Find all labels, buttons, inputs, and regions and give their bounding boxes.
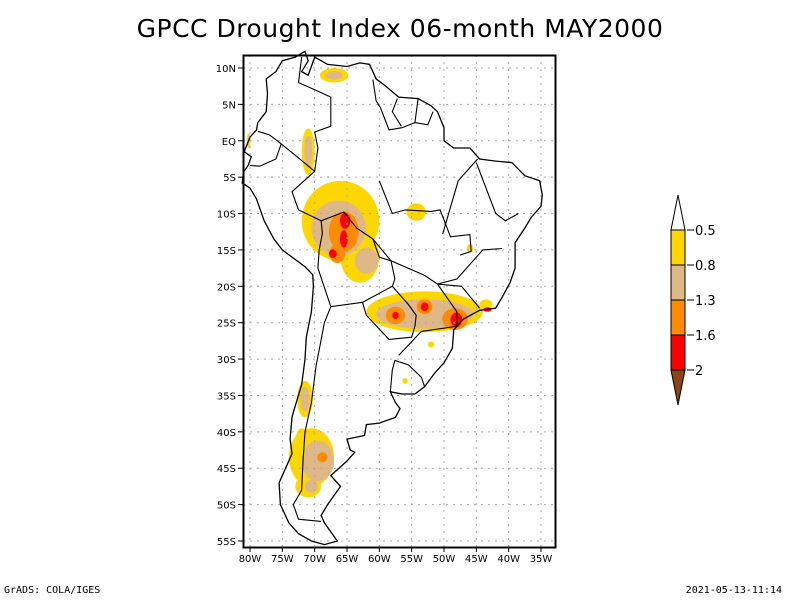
country-border [292, 306, 332, 522]
legend-label: 1.6 [695, 329, 716, 344]
lat-tick-label: 45S [217, 464, 236, 475]
lat-tick-label: 5S [223, 173, 236, 184]
country-border [372, 238, 481, 309]
country-border [378, 180, 472, 256]
country-border [398, 247, 503, 356]
drought-patch [402, 378, 408, 384]
legend-label: 1.3 [695, 294, 716, 309]
lon-tick-label: 75W [271, 554, 294, 565]
lat-tick-label: 55S [217, 537, 236, 548]
country-border [361, 285, 417, 340]
drought-patch [301, 440, 335, 482]
drought-patch [427, 341, 435, 348]
legend-label: 0.5 [695, 224, 716, 239]
legend-box [670, 299, 686, 336]
drought-patch [354, 247, 378, 274]
lat-tick-label: EQ [222, 137, 236, 148]
drought-patch [479, 299, 493, 310]
legend-arrow-bottom [670, 369, 686, 406]
lat-tick-label: 5N [222, 100, 236, 111]
lat-tick-label: 10N [216, 64, 236, 75]
country-border [442, 158, 479, 235]
legend-box [670, 334, 686, 371]
lon-tick-label: 60W [368, 554, 391, 565]
drought-patch [339, 212, 351, 229]
drought-patch [304, 479, 318, 493]
lon-tick-label: 35W [530, 554, 553, 565]
drought-patch [420, 302, 429, 312]
map-title: GPCC Drought Index 06-month MAY2000 [136, 14, 664, 43]
axis-ticks: 10N 5N EQ 5S 10S 15S 20S 25S 30S 35S 40S 45S 50S 55S8… [216, 64, 553, 565]
country-border [389, 359, 426, 392]
map-frame [242, 54, 557, 549]
lat-tick-label: 15S [217, 246, 236, 257]
country-border [475, 162, 519, 222]
country-border [257, 57, 332, 173]
lon-tick-label: 40W [497, 554, 520, 565]
lat-tick-label: 40S [217, 428, 236, 439]
country-border [414, 111, 434, 126]
lon-tick-label: 55W [400, 554, 423, 565]
lon-tick-label: 45W [465, 554, 488, 565]
drought-patch [450, 312, 463, 328]
drought-patch [339, 230, 348, 248]
grads-credit: GrADS: COLA/IGES [4, 585, 101, 596]
legend-label: 2 [695, 364, 703, 379]
legend-box [670, 264, 686, 301]
drought-patch [406, 203, 426, 221]
legend-label: 0.8 [695, 259, 716, 274]
lon-tick-label: 50W [433, 554, 456, 565]
lat-tick-label: 35S [217, 391, 236, 402]
drought-patch [317, 452, 328, 463]
timestamp: 2021-05-13-11:14 [685, 585, 782, 596]
drought-patch [392, 311, 399, 319]
legend-colorbar: 0.5 0.8 1.3 1.6 2 [670, 194, 716, 406]
legend-box [670, 229, 686, 266]
drought-patch [329, 244, 346, 264]
country-border [391, 98, 402, 127]
drought-patch [304, 135, 313, 168]
drought-patch [328, 249, 337, 258]
drought-shading [246, 68, 493, 498]
lat-tick-label: 20S [217, 282, 236, 293]
lon-tick-label: 80W [239, 554, 262, 565]
legend-arrow-top [670, 194, 686, 231]
country-border [249, 144, 282, 167]
drought-patch [300, 386, 310, 412]
gridlines [243, 55, 555, 547]
lon-tick-label: 65W [336, 554, 359, 565]
country-border [291, 170, 322, 222]
lat-tick-label: 30S [217, 355, 236, 366]
coastlines [241, 50, 543, 546]
lat-tick-label: 25S [217, 319, 236, 330]
lat-tick-label: 50S [217, 501, 236, 512]
country-border [317, 211, 396, 308]
drought-patch [325, 70, 343, 80]
lat-tick-label: 10S [217, 210, 236, 221]
lon-tick-label: 70W [303, 554, 326, 565]
